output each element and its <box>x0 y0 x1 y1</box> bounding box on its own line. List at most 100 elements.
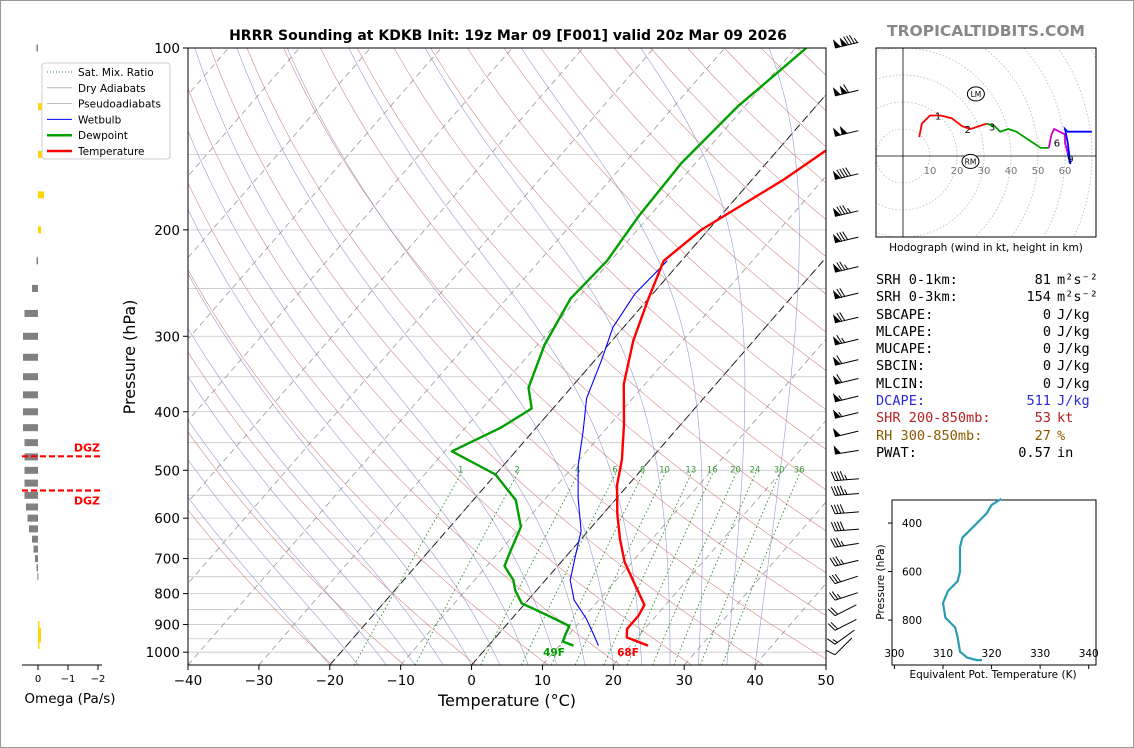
dry-adiabat <box>503 48 826 371</box>
stat-unit: J/kg <box>1057 341 1090 358</box>
barb-full <box>833 471 839 481</box>
isotherm-emphasis <box>471 256 826 665</box>
theta-e-x-tick-label: 310 <box>933 648 953 660</box>
pseudoadiabat <box>194 48 557 665</box>
barb-full <box>831 591 839 600</box>
wind-barb <box>832 261 859 273</box>
mixing-ratio-label: 1 <box>458 465 463 475</box>
pseudoadiabat <box>348 48 642 665</box>
barb-full <box>833 504 839 514</box>
wind-barbs <box>826 35 859 656</box>
dry-adiabat <box>283 48 826 616</box>
stat-number: 27 <box>1034 427 1051 444</box>
barb-full <box>830 471 836 481</box>
barb-flag <box>832 375 841 385</box>
stat-unit: J/kg <box>1057 306 1090 323</box>
stat-label: RH 300-850mb: <box>876 427 983 444</box>
stat-value: 511 J/kg <box>1026 393 1101 410</box>
omega-bar <box>24 439 38 447</box>
barb-flag <box>839 85 848 95</box>
legend-entry-label: Pseudoadiabats <box>78 99 161 111</box>
storm-motion-marker <box>966 86 985 102</box>
x-tick-label: 40 <box>747 673 764 689</box>
isotherm <box>188 48 300 177</box>
hodograph-area: 10 20 30 40 50 60 1 2 3 69 LM RM <box>876 48 1096 237</box>
mixing-ratio-label: 6 <box>612 465 617 475</box>
theta-e-x-label: Equivalent Pot. Temperature (K) <box>909 669 1076 681</box>
stat-number: 0 <box>1042 306 1051 323</box>
omega-bar <box>23 353 38 361</box>
pseudoadiabat <box>424 48 671 665</box>
y-tick-label: 200 <box>154 223 180 239</box>
x-tick-label: 30 <box>676 673 693 689</box>
barb-full <box>836 312 843 322</box>
omega-bar <box>24 491 38 499</box>
dry-adiabat <box>188 182 621 665</box>
barb-staff <box>834 528 859 532</box>
mixing-ratio-label: 13 <box>685 465 696 475</box>
barb-full <box>830 522 836 532</box>
barb-half <box>840 559 845 565</box>
hodograph-height-label: 1 <box>935 112 941 123</box>
omega-bar <box>36 257 38 265</box>
wind-barb <box>832 334 859 346</box>
y-tick-label: 500 <box>154 463 180 479</box>
hodograph-ring-label: 20 <box>951 166 964 177</box>
stat-row: MLCAPE: 0 J/kg <box>876 324 1101 341</box>
stat-value: 27% <box>1035 428 1101 445</box>
pseudoadiabat <box>188 459 359 665</box>
theta-e-plot: 300 310 320 330 340 400 600 800 <box>884 497 1099 669</box>
barb-flag <box>839 125 848 135</box>
dry-adiabat <box>188 509 333 665</box>
barb-staff <box>834 542 859 548</box>
omega-tick-label: −2 <box>91 674 106 685</box>
barb-staff <box>834 618 857 631</box>
sounding-parameters: SRH 0-1km: 81 m²s⁻² SRH 0-3km: 154 m²s⁻² SBCAP… <box>876 272 1101 462</box>
dry-adiabat <box>188 431 405 665</box>
omega-bar <box>23 391 38 399</box>
wind-barb <box>826 629 855 645</box>
barb-half <box>832 639 838 643</box>
pseudoadiabat <box>188 208 501 665</box>
isotherm <box>188 48 513 422</box>
hodograph-caption: Hodograph (wind in kt, height in km) <box>889 242 1083 254</box>
theta-e-x-tick-label: 330 <box>1030 648 1050 660</box>
barb-full <box>839 168 846 178</box>
barb-flag <box>832 314 841 323</box>
stat-value: 0 J/kg <box>1043 324 1101 341</box>
barb-staff <box>834 130 859 137</box>
theta-e-line <box>941 497 1002 662</box>
storm-motion-label: LM <box>971 90 982 99</box>
barb-full <box>836 537 842 547</box>
dry-adiabat <box>467 48 826 411</box>
stat-value: 0 J/kg <box>1043 358 1101 375</box>
barb-staff <box>834 378 859 385</box>
omega-bar <box>38 191 44 199</box>
stat-row: SBCIN: 0 J/kg <box>876 358 1101 375</box>
stat-label: DCAPE: <box>876 393 926 410</box>
x-tick-label: −20 <box>316 673 345 689</box>
barb-staff <box>834 604 857 617</box>
barb-staff <box>834 592 858 601</box>
barb-half <box>838 411 843 417</box>
wind-barb <box>827 618 857 631</box>
barb-full <box>836 334 843 344</box>
barb-half <box>844 474 848 480</box>
omega-bar <box>24 466 38 474</box>
isotherm <box>0 48 16 665</box>
dry-adiabat <box>356 48 826 532</box>
legend-entry-label: Temperature <box>77 146 145 158</box>
wind-barb <box>832 125 859 137</box>
storm-motion-marker <box>961 153 980 169</box>
temperature-line <box>615 149 826 647</box>
omega-bar <box>26 503 38 511</box>
omega-bar <box>27 514 38 522</box>
stat-value: 0 J/kg <box>1043 307 1101 324</box>
stat-unit: J/kg <box>1057 323 1090 340</box>
stat-value: 81 m²s⁻² <box>1035 272 1101 289</box>
hodograph-trace <box>986 122 1049 149</box>
stat-label: SRH 0-3km: <box>876 289 958 306</box>
hodograph-frame <box>875 47 1097 238</box>
barb-half <box>853 37 858 43</box>
isotherm <box>188 48 371 259</box>
